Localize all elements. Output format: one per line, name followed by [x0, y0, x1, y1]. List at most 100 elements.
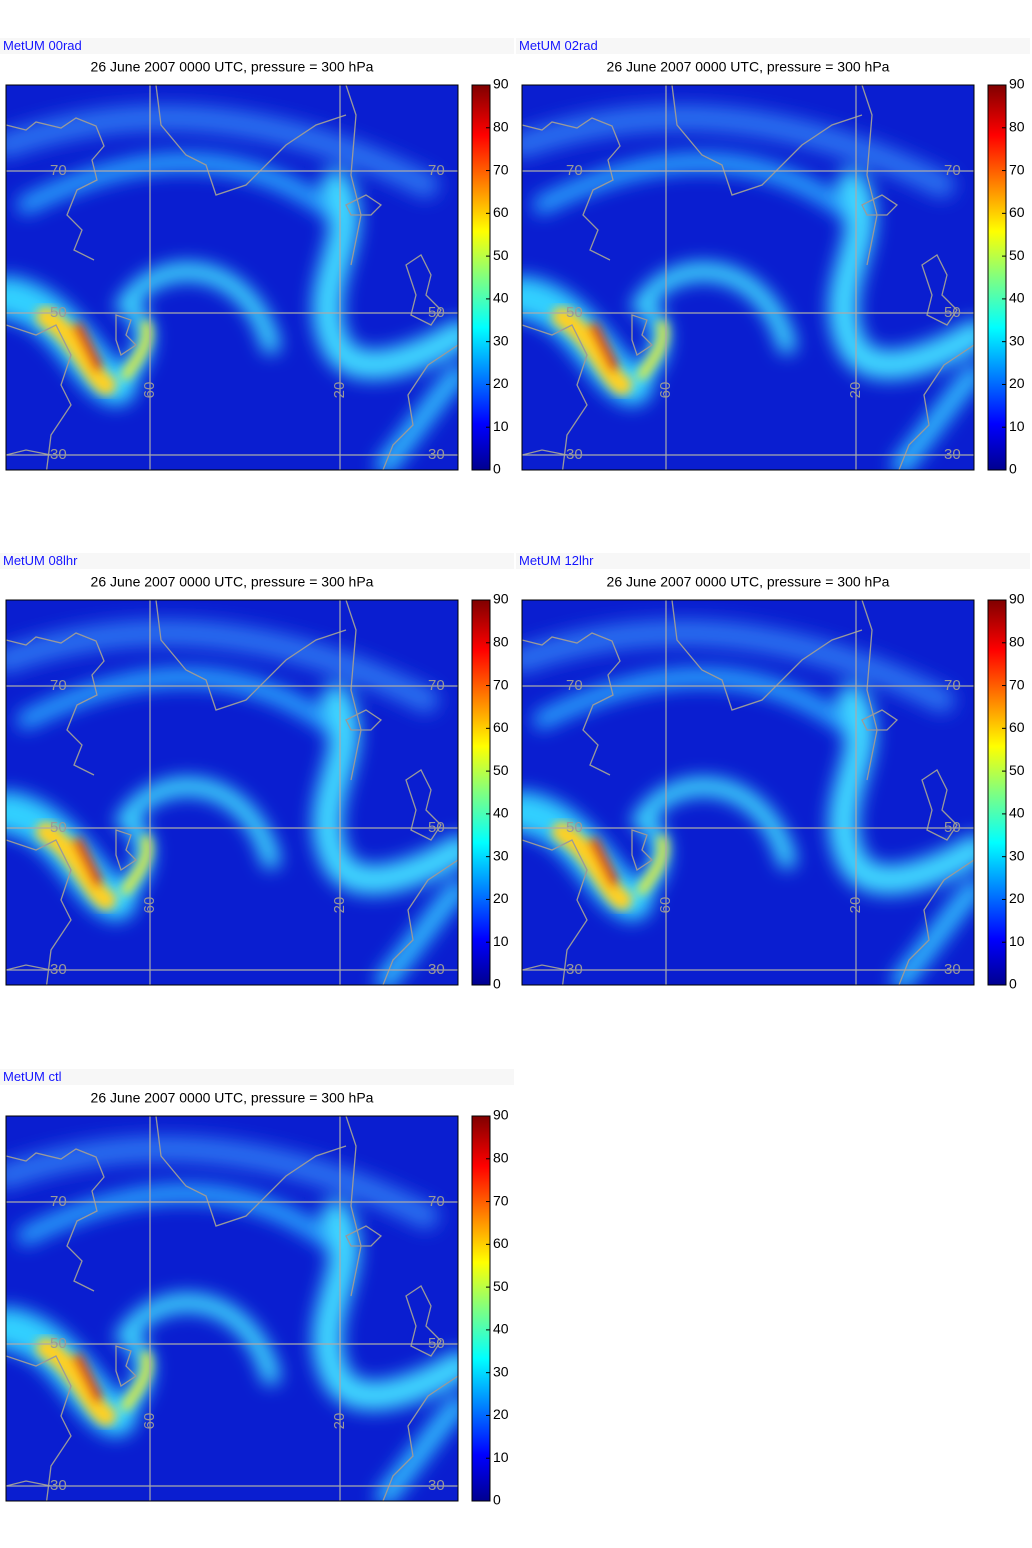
- map: 70 70 50 50 30 30 60 20: [6, 85, 458, 500]
- latitude-label: 30: [428, 1477, 445, 1494]
- latitude-label: 70: [944, 162, 961, 179]
- longitude-label: 60: [141, 897, 158, 914]
- map: 70 70 50 50 30 30 60 20: [522, 85, 974, 470]
- label-strip: [516, 553, 1030, 569]
- panel-label: MetUM 02rad: [519, 38, 598, 53]
- latitude-label: 70: [566, 162, 583, 179]
- latitude-label: 50: [944, 819, 961, 836]
- latitude-label: 50: [944, 304, 961, 321]
- colorbar: [471, 599, 491, 986]
- panel-title: 26 June 2007 0000 UTC, pressure = 300 hP…: [607, 574, 890, 590]
- colorbar-tick-label: 20: [493, 375, 509, 391]
- label-strip: [0, 553, 514, 569]
- latitude-label: 50: [428, 304, 445, 321]
- panel-label: MetUM 00rad: [3, 38, 82, 53]
- latitude-label: 50: [566, 819, 583, 836]
- map-frame: [5, 84, 459, 471]
- colorbar-tick-label: 40: [1009, 805, 1025, 821]
- colorbar-tick-label: 50: [493, 247, 509, 263]
- colorbar-tick-label: 80: [493, 118, 509, 134]
- latitude-label: 50: [428, 1335, 445, 1352]
- map: 70 70 50 50 30 30 60 20: [522, 600, 974, 985]
- panel-label: MetUM ctl: [3, 1069, 62, 1084]
- wind-field: [6, 600, 458, 1015]
- label-strip: [516, 38, 1030, 54]
- latitude-label: 70: [428, 162, 445, 179]
- colorbar-tick-label: 90: [1009, 591, 1025, 607]
- latitude-label: 30: [566, 961, 583, 978]
- panel: MetUM 00rad 26 June 2007 0000 UTC, pressu…: [0, 38, 514, 500]
- latitude-label: 30: [944, 961, 961, 978]
- panel-label: MetUM 08lhr: [3, 553, 78, 568]
- colorbar-tick-label: 0: [1009, 461, 1017, 477]
- latitude-label: 30: [50, 961, 67, 978]
- colorbar-tick-label: 60: [493, 204, 509, 220]
- longitude-label: 60: [141, 382, 158, 399]
- colorbar-tick-label: 10: [1009, 933, 1025, 949]
- colorbar-tick-label: 40: [493, 290, 509, 306]
- panel-title: 26 June 2007 0000 UTC, pressure = 300 hP…: [91, 574, 374, 590]
- colorbar-tick-label: 90: [493, 76, 509, 92]
- panel-title: 26 June 2007 0000 UTC, pressure = 300 hP…: [91, 59, 374, 75]
- latitude-label: 50: [50, 304, 67, 321]
- longitude-label: 20: [847, 382, 864, 399]
- latitude-label: 50: [50, 1335, 67, 1352]
- colorbar-tick-label: 0: [1009, 976, 1017, 992]
- colorbar-tick-label: 30: [1009, 847, 1025, 863]
- latitude-label: 50: [50, 819, 67, 836]
- colorbar-tick-label: 20: [1009, 890, 1025, 906]
- panel-title: 26 June 2007 0000 UTC, pressure = 300 hP…: [91, 1090, 374, 1106]
- longitude-label: 60: [141, 1413, 158, 1430]
- map-frame: [5, 1115, 459, 1502]
- latitude-label: 30: [566, 446, 583, 463]
- longitude-label: 20: [331, 382, 348, 399]
- colorbar-tick-label: 20: [493, 1406, 509, 1422]
- latitude-label: 50: [428, 819, 445, 836]
- wind-field: [6, 85, 458, 500]
- colorbar-tick-label: 60: [1009, 204, 1025, 220]
- colorbar-tick-label: 40: [493, 805, 509, 821]
- colorbar-tick-label: 80: [1009, 633, 1025, 649]
- latitude-label: 30: [428, 961, 445, 978]
- panel: MetUM 12lhr 26 June 2007 0000 UTC, pressu…: [516, 553, 1030, 992]
- colorbar-tick-label: 50: [493, 1278, 509, 1294]
- panel: MetUM 08lhr 26 June 2007 0000 UTC, pressu…: [0, 553, 514, 1015]
- colorbar: [471, 1115, 491, 1502]
- colorbar-tick-label: 60: [493, 719, 509, 735]
- colorbar-tick-label: 70: [1009, 676, 1025, 692]
- colorbar-tick-label: 40: [493, 1321, 509, 1337]
- map-frame: [521, 599, 975, 986]
- longitude-label: 20: [847, 897, 864, 914]
- colorbar: [471, 84, 491, 471]
- panel: MetUM ctl 26 June 2007 0000 UTC, pressure…: [0, 1069, 514, 1531]
- colorbar: [987, 84, 1007, 471]
- colorbar-tick-label: 80: [1009, 118, 1025, 134]
- latitude-label: 70: [50, 677, 67, 694]
- colorbar-tick-label: 10: [493, 1449, 509, 1465]
- panel-title: 26 June 2007 0000 UTC, pressure = 300 hP…: [607, 59, 890, 75]
- label-strip: [0, 1069, 514, 1085]
- wind-field: [6, 1116, 458, 1531]
- colorbar-tick-label: 0: [493, 976, 501, 992]
- panel-label: MetUM 12lhr: [519, 553, 594, 568]
- colorbar-tick-label: 90: [1009, 76, 1025, 92]
- latitude-label: 30: [50, 1477, 67, 1494]
- longitude-label: 60: [657, 897, 674, 914]
- colorbar-tick-label: 60: [493, 1235, 509, 1251]
- colorbar-tick-label: 60: [1009, 719, 1025, 735]
- latitude-label: 30: [944, 446, 961, 463]
- longitude-label: 60: [657, 382, 674, 399]
- colorbar-tick-label: 50: [1009, 247, 1025, 263]
- colorbar-tick-label: 30: [493, 332, 509, 348]
- label-strip: [0, 38, 514, 54]
- colorbar-tick-label: 90: [493, 591, 509, 607]
- colorbar-tick-label: 0: [493, 1492, 501, 1508]
- latitude-label: 70: [566, 677, 583, 694]
- latitude-label: 70: [428, 677, 445, 694]
- map: 70 70 50 50 30 30 60 20: [6, 1116, 458, 1531]
- latitude-label: 70: [944, 677, 961, 694]
- longitude-label: 20: [331, 1413, 348, 1430]
- colorbar-tick-label: 70: [493, 676, 509, 692]
- colorbar: [987, 599, 1007, 986]
